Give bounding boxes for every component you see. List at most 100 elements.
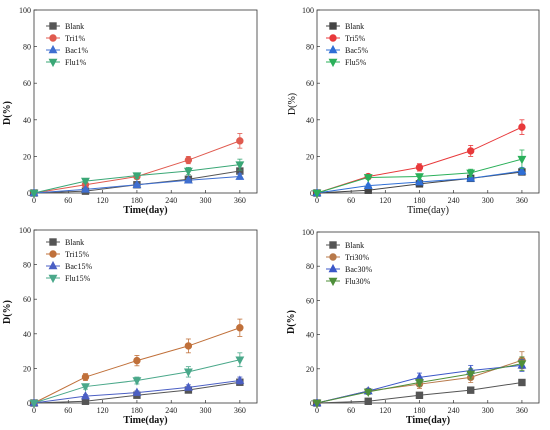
x-tick-label: 240 <box>448 406 460 415</box>
x-tick-label: 300 <box>482 406 494 415</box>
legend-marker <box>49 250 57 258</box>
legend-marker <box>49 34 57 42</box>
legend-marker <box>328 58 338 68</box>
y-tick-label: 80 <box>306 43 314 52</box>
legend-label: Flu30% <box>345 277 371 286</box>
x-tick-label: 360 <box>516 406 528 415</box>
data-point <box>81 177 90 187</box>
legend-entry: Blank <box>46 22 84 31</box>
y-tick-label: 40 <box>23 116 31 125</box>
x-tick-label: 240 <box>165 196 177 205</box>
x-tick-label: 300 <box>482 196 494 205</box>
x-axis-label: Time(day) <box>123 415 167 426</box>
legend-label: Bac15% <box>65 262 92 271</box>
y-tick-label: 40 <box>306 331 314 340</box>
data-point <box>132 172 142 181</box>
y-tick-label: 80 <box>306 262 314 271</box>
x-axis-label: Time(day) <box>407 205 449 216</box>
legend-entry: Blank <box>326 241 364 250</box>
legend-marker <box>328 263 338 273</box>
data-point <box>518 123 526 131</box>
data-point <box>312 399 322 409</box>
legend-marker <box>329 253 337 261</box>
y-tick-label: 60 <box>306 79 314 88</box>
data-point <box>132 387 142 396</box>
y-tick-label: 0 <box>27 189 31 198</box>
data-point <box>517 360 527 369</box>
x-tick-label: 180 <box>131 196 143 205</box>
y-tick-label: 0 <box>310 399 314 408</box>
data-point <box>466 169 476 178</box>
y-tick-label: 40 <box>306 116 314 125</box>
legend-label: Flu15% <box>65 274 91 283</box>
data-point <box>235 356 245 365</box>
x-tick-label: 180 <box>413 196 425 205</box>
legend-label: Blank <box>345 241 364 250</box>
data-point <box>518 378 526 387</box>
legend-label: Flu1% <box>65 58 87 67</box>
legend-entry: Tri15% <box>46 250 89 259</box>
y-axis-label: D(%) <box>2 300 13 324</box>
legend-entry: Bac30% <box>326 263 372 274</box>
data-point <box>466 370 476 379</box>
data-point <box>364 397 372 405</box>
x-tick-label: 60 <box>64 196 72 205</box>
data-point <box>184 156 193 164</box>
data-point <box>29 399 39 409</box>
data-point <box>236 137 244 145</box>
data-point <box>363 174 373 183</box>
y-tick-label: 20 <box>23 364 31 373</box>
chart-panel-4: 0 20 40 60 80 100 0 60 120 180 240 300 360 Time(day) D… <box>286 228 540 426</box>
x-tick-label: 60 <box>347 406 355 415</box>
legend-entry: Flu30% <box>326 277 371 287</box>
x-tick-label: 60 <box>347 196 355 205</box>
y-tick-label: 80 <box>23 43 31 52</box>
x-tick-label: 180 <box>131 406 143 415</box>
legend-entry: Flu15% <box>46 274 91 284</box>
series-flu1- <box>29 158 245 199</box>
x-tick-label: 0 <box>315 196 319 205</box>
series-flu5- <box>312 149 527 199</box>
y-tick-label: 20 <box>306 365 314 374</box>
x-axis-label: Time(day) <box>406 415 450 426</box>
data-point <box>363 388 373 397</box>
legend-label: Tri5% <box>345 34 365 43</box>
data-point <box>29 189 39 199</box>
data-point <box>363 180 373 189</box>
x-tick-label: 120 <box>97 196 109 205</box>
data-point <box>235 161 245 170</box>
legend-label: Blank <box>65 22 84 31</box>
x-tick-label: 360 <box>234 196 246 205</box>
data-point <box>132 179 142 189</box>
legend-label: Tri15% <box>65 250 89 259</box>
y-tick-label: 60 <box>23 79 31 88</box>
legend-entry: Flu1% <box>46 58 87 68</box>
x-tick-label: 120 <box>379 196 391 205</box>
legend-entry: Tri1% <box>46 34 85 43</box>
legend-marker <box>48 58 58 68</box>
x-tick-label: 360 <box>234 406 246 415</box>
y-tick-label: 100 <box>302 228 314 237</box>
plot-frame <box>316 9 540 194</box>
data-point <box>81 373 90 381</box>
y-axis-label: D(%) <box>286 310 297 334</box>
legend-marker <box>49 22 57 30</box>
legend-marker <box>49 238 57 246</box>
y-tick-label: 0 <box>27 399 31 408</box>
legend-entry: Blank <box>326 22 364 31</box>
legend-label: Blank <box>345 22 364 31</box>
legend-entry: Tri30% <box>326 253 369 262</box>
y-tick-label: 100 <box>302 6 314 15</box>
legend-marker <box>329 241 337 249</box>
series-bac15- <box>29 375 245 407</box>
y-tick-label: 100 <box>19 226 31 235</box>
data-point <box>81 391 90 400</box>
data-point <box>466 386 475 394</box>
data-point <box>133 356 141 365</box>
data-point <box>235 375 245 384</box>
x-tick-label: 240 <box>165 406 177 415</box>
data-point <box>81 184 90 193</box>
x-tick-label: 0 <box>315 406 319 415</box>
data-point <box>132 377 142 386</box>
